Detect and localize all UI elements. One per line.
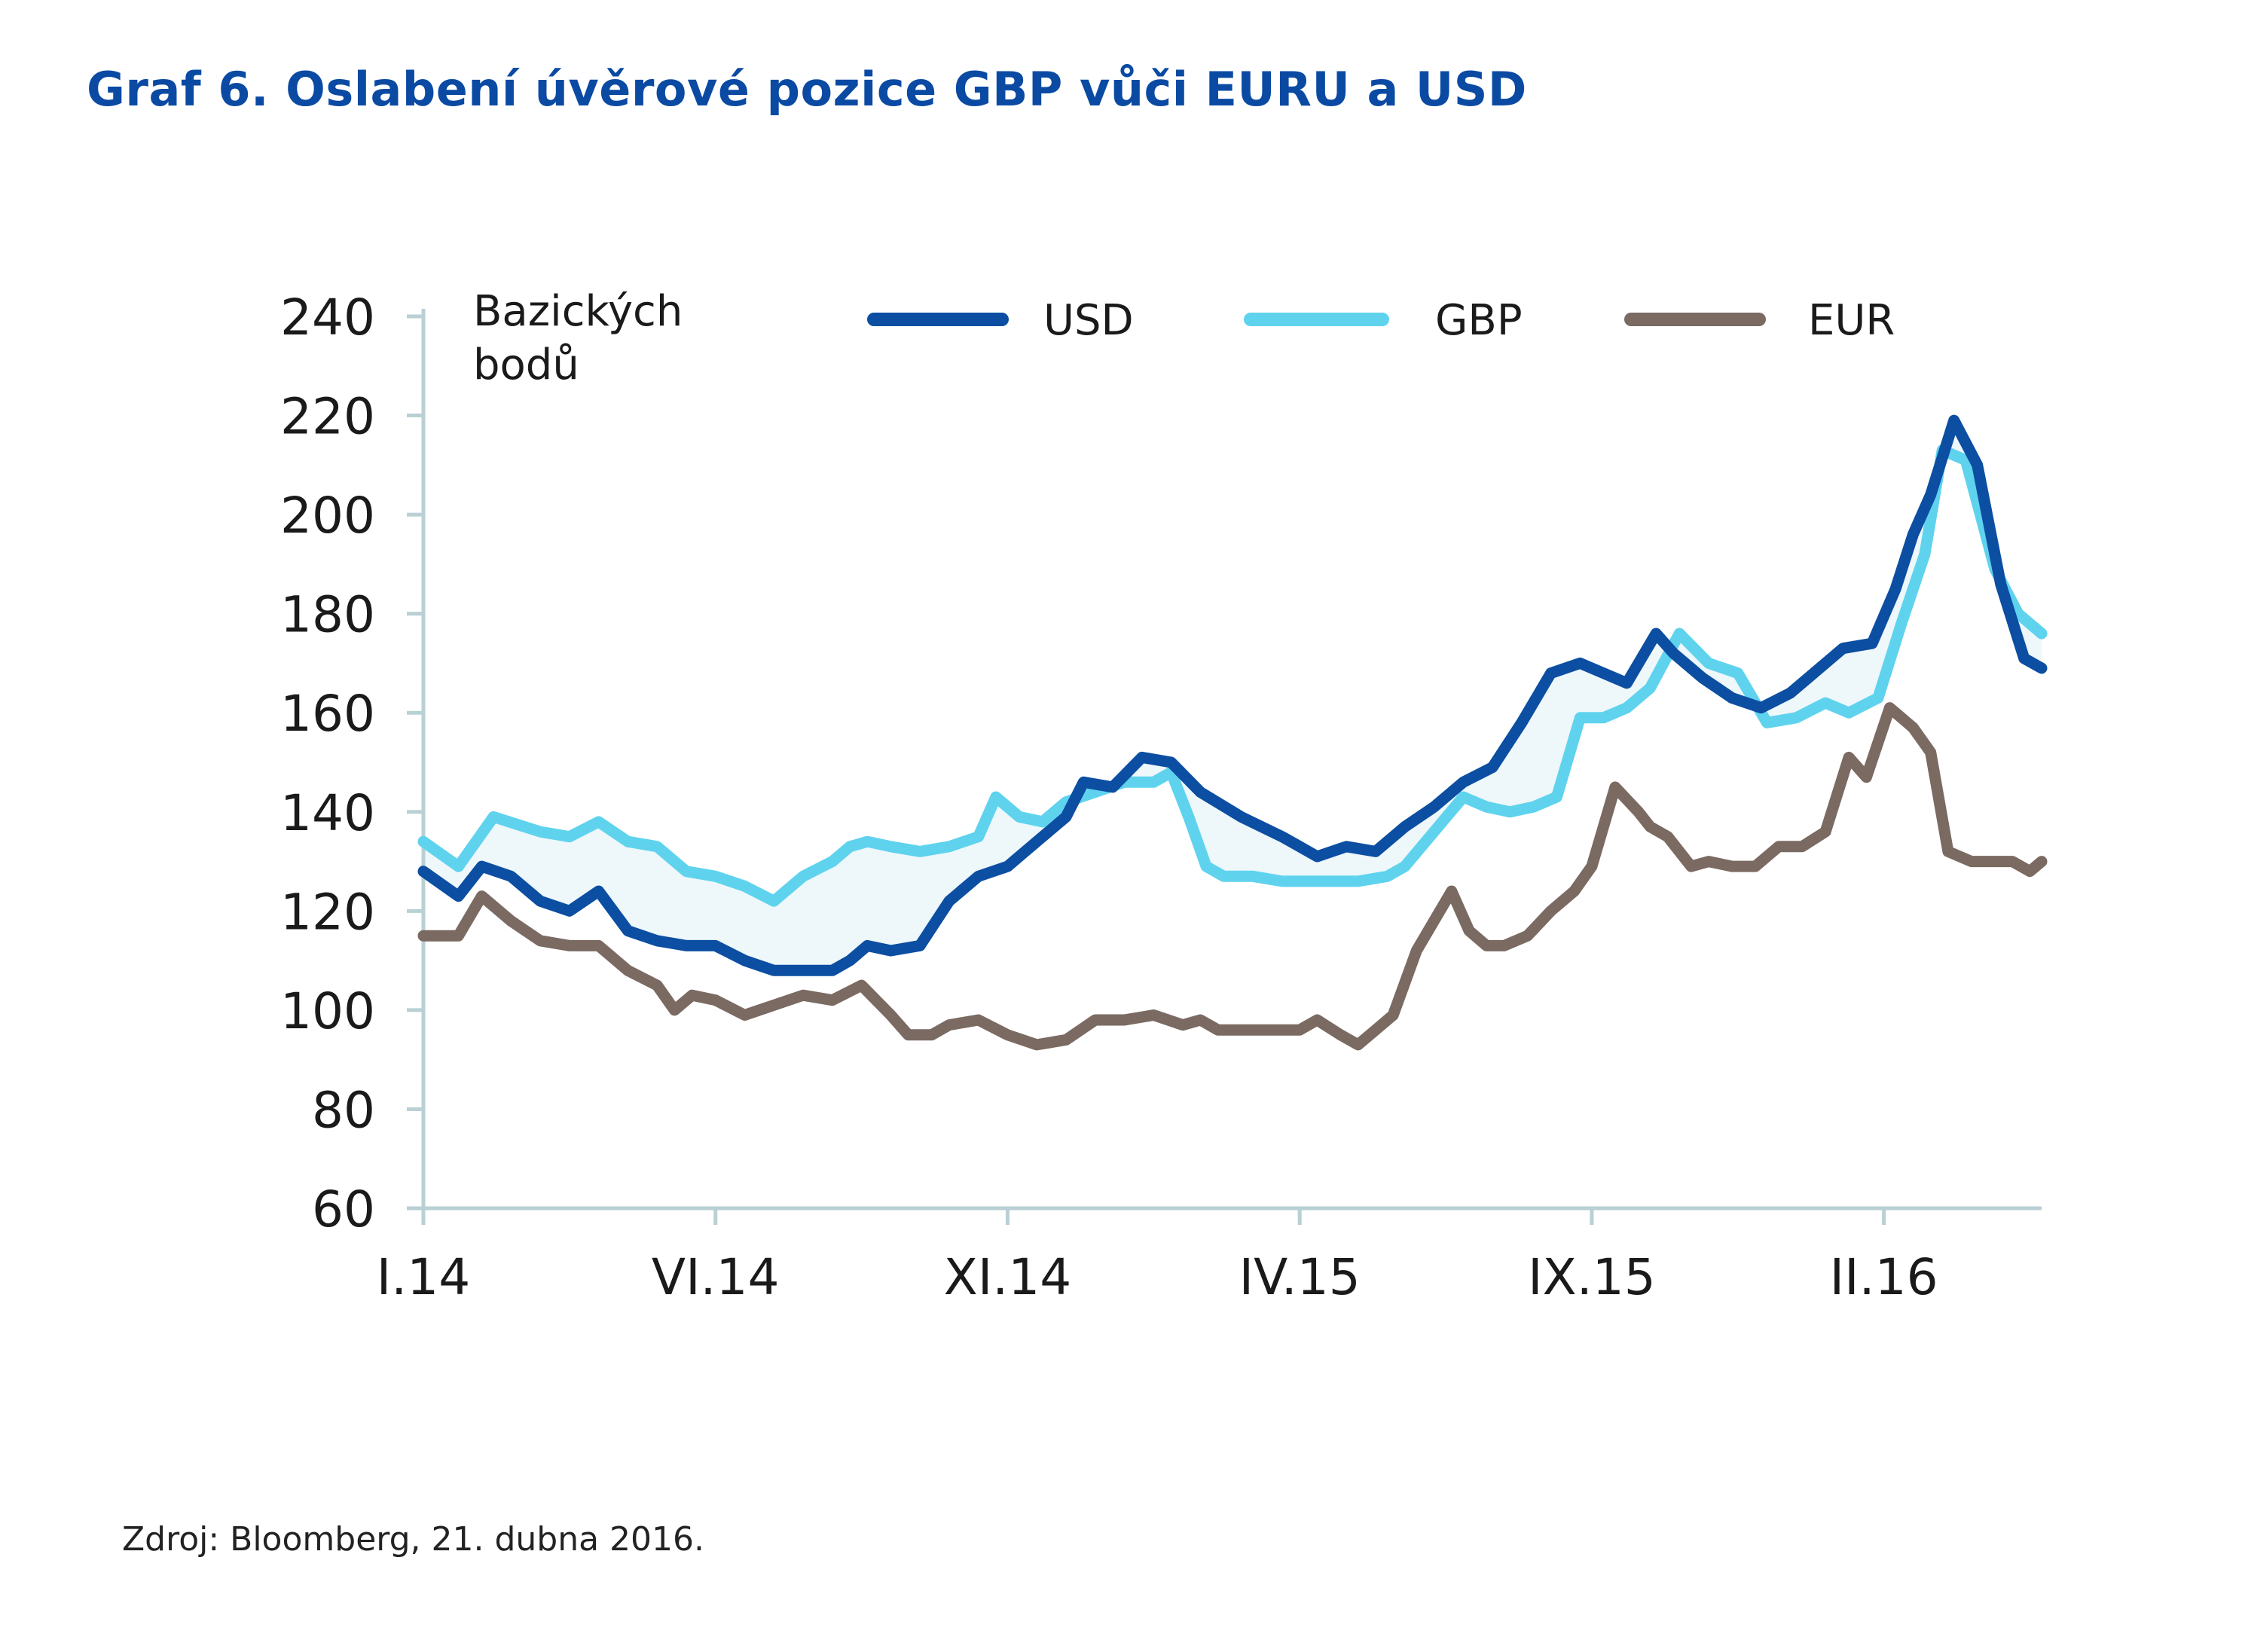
gbp-usd-spread-fill: [423, 423, 2042, 971]
y-tick-label: 80: [312, 1081, 375, 1139]
tick-labels: 240 220 200 180 160 140 120 100 80 60I.14 VI.14 XI.…: [280, 289, 1938, 1306]
legend-label-gbp: GBP: [1435, 296, 1523, 345]
series-lines: [417, 414, 2048, 1051]
chart-title: Graf 6. Oslabení úvěrové pozice GBP vůči…: [87, 62, 1527, 117]
y-tick-label: 240: [280, 289, 375, 347]
series-line-usd: [417, 414, 2048, 976]
x-tick-label: IV.15: [1239, 1248, 1361, 1306]
source-note: Zdroj: Bloomberg, 21. dubna 2016.: [122, 1520, 704, 1559]
legend: USD GBP EUR: [867, 296, 1895, 345]
y-axis-unit-line2: bodů: [473, 340, 579, 389]
series-line-eur: [417, 702, 2048, 1051]
spread-area: [423, 423, 2042, 971]
x-tick-label: XI.14: [944, 1248, 1072, 1306]
y-tick-label: 120: [280, 883, 375, 941]
series-line-gbp: [417, 444, 2048, 907]
x-tick-label: I.14: [377, 1248, 470, 1306]
y-tick-label: 220: [280, 388, 375, 446]
chart-axes: [407, 309, 2042, 1225]
y-tick-label: 160: [280, 685, 375, 743]
y-tick-label: 200: [280, 487, 375, 545]
y-tick-label: 100: [280, 982, 375, 1040]
legend-label-eur: EUR: [1808, 296, 1895, 345]
x-tick-label: VI.14: [652, 1248, 780, 1306]
y-tick-label: 140: [280, 784, 375, 842]
y-tick-label: 60: [312, 1180, 375, 1238]
x-tick-label: II.16: [1830, 1248, 1938, 1306]
legend-label-usd: USD: [1043, 296, 1134, 345]
x-tick-label: IX.15: [1528, 1248, 1656, 1306]
y-tick-label: 180: [280, 586, 375, 644]
y-axis-unit-line1: Bazických: [473, 287, 683, 336]
